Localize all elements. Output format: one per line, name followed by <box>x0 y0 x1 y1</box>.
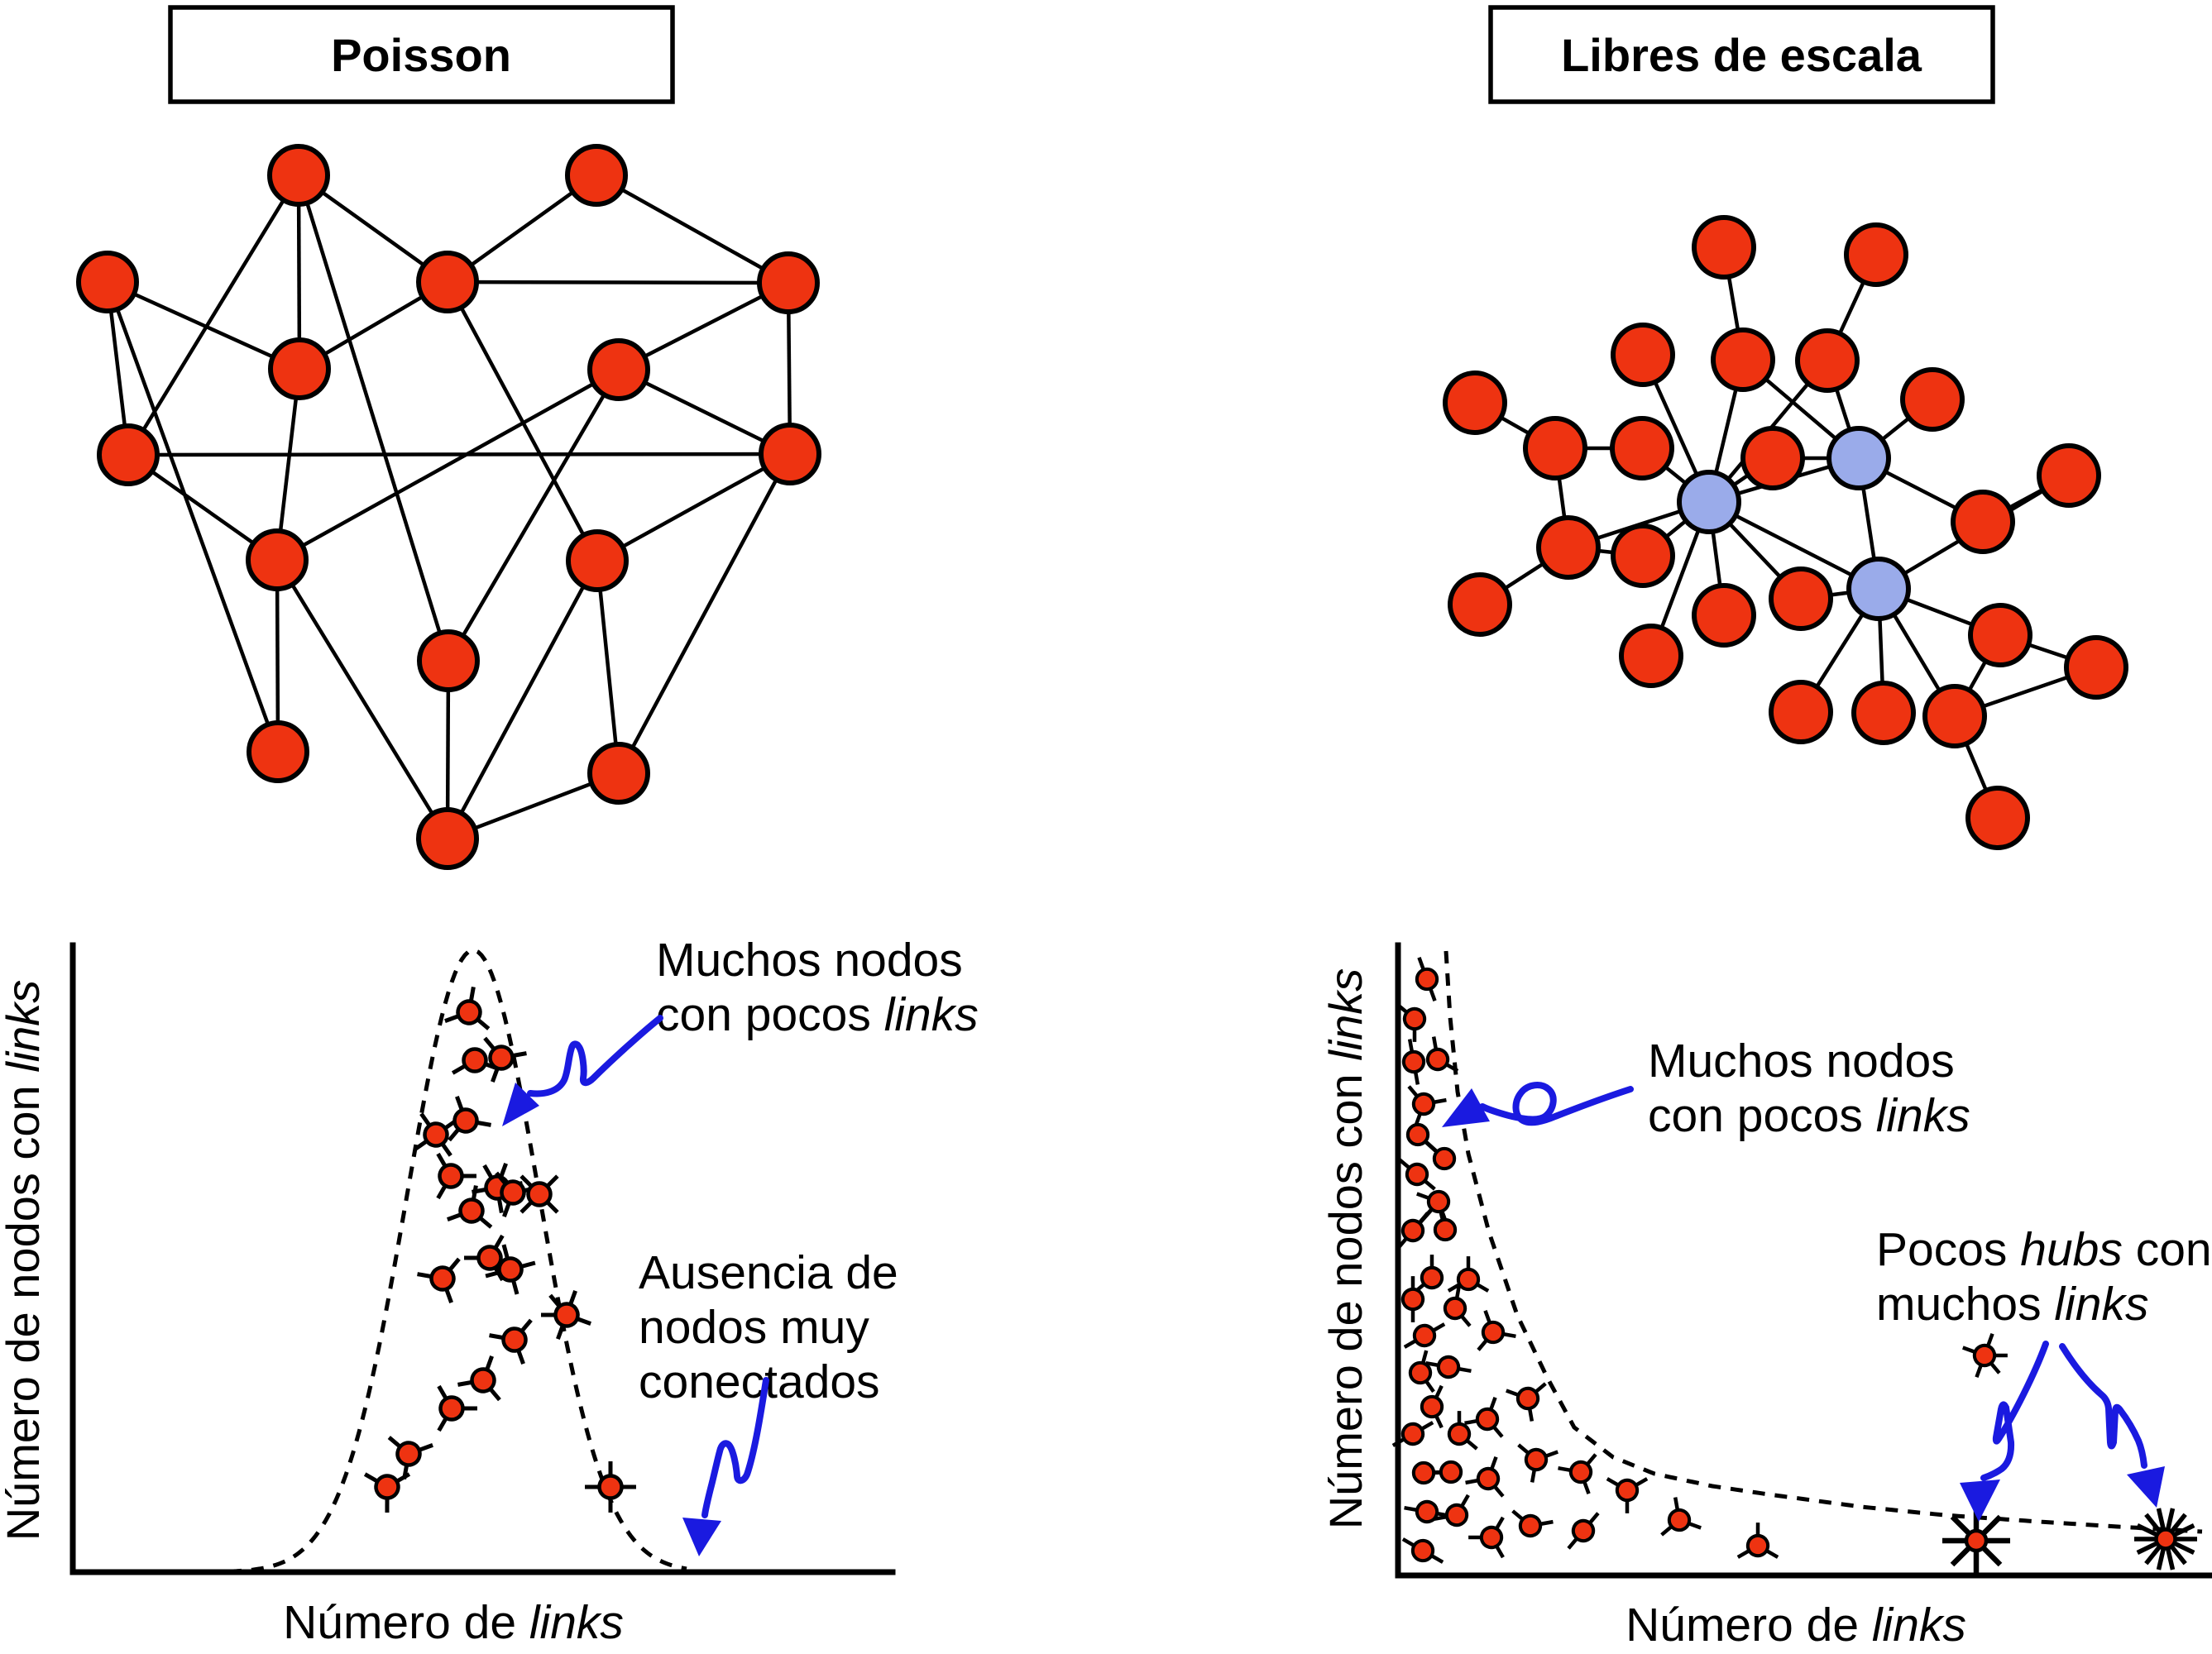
svg-text:nodos muy: nodos muy <box>639 1301 869 1354</box>
svg-text:Número de links: Número de links <box>1625 1599 1966 1652</box>
svg-text:Pocos hubs con: Pocos hubs con <box>1876 1223 2212 1276</box>
svg-text:con pocos links: con pocos links <box>656 988 979 1041</box>
svg-text:Libres de escala: Libres de escala <box>1561 29 1922 81</box>
svg-text:muchos links: muchos links <box>1876 1278 2148 1331</box>
svg-text:con pocos links: con pocos links <box>1648 1089 1970 1142</box>
svg-text:Muchos nodos: Muchos nodos <box>656 934 963 987</box>
svg-text:conectados: conectados <box>639 1355 880 1408</box>
svg-text:Número de nodos con links: Número de nodos con links <box>0 980 49 1542</box>
svg-text:Ausencia de: Ausencia de <box>639 1246 898 1299</box>
svg-text:Número de links: Número de links <box>283 1596 624 1649</box>
svg-text:Muchos nodos: Muchos nodos <box>1648 1035 1955 1088</box>
svg-text:Número de nodos con links: Número de nodos con links <box>1319 968 1372 1530</box>
svg-text:Poisson: Poisson <box>331 29 511 81</box>
